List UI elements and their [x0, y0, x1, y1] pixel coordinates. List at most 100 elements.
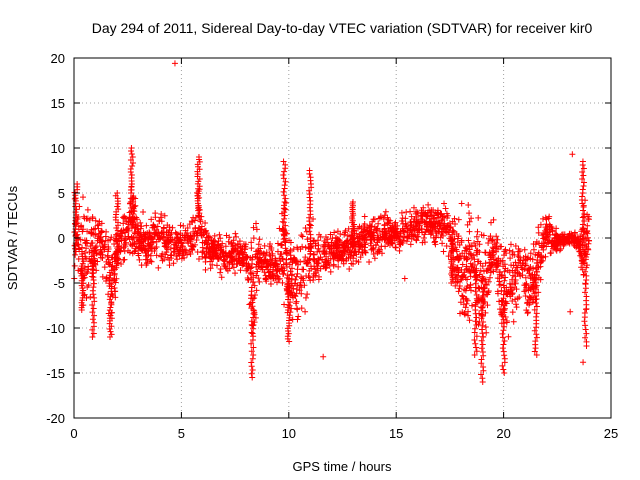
data-point — [311, 256, 318, 263]
data-point — [236, 259, 243, 266]
data-point — [237, 267, 244, 274]
data-point — [104, 253, 111, 260]
data-point — [368, 230, 375, 237]
data-point — [348, 260, 355, 267]
data-point — [486, 274, 493, 281]
data-point — [108, 301, 115, 308]
data-point — [129, 214, 136, 220]
data-point — [176, 248, 183, 255]
data-point — [265, 269, 272, 276]
data-point — [130, 211, 137, 217]
data-point — [180, 222, 187, 229]
data-point — [113, 233, 120, 239]
data-point — [269, 270, 276, 277]
data-point — [355, 234, 362, 241]
data-point — [134, 216, 141, 223]
data-point — [192, 241, 199, 248]
data-point — [501, 248, 508, 255]
data-point — [188, 218, 195, 225]
data-point — [455, 272, 462, 279]
data-point — [306, 167, 313, 174]
data-point — [479, 379, 486, 385]
data-point — [315, 255, 322, 262]
data-point — [128, 172, 135, 178]
data-point — [553, 247, 560, 254]
data-point — [147, 258, 154, 265]
data-point — [108, 309, 115, 316]
data-point — [490, 247, 497, 254]
data-point — [107, 328, 114, 335]
data-point — [458, 237, 465, 244]
data-point — [107, 272, 114, 279]
data-point — [232, 249, 239, 256]
data-point — [465, 312, 472, 319]
data-point — [90, 305, 97, 312]
data-point — [499, 334, 506, 341]
data-point — [380, 215, 387, 222]
data-point — [462, 304, 469, 311]
data-point — [385, 227, 392, 234]
data-point — [332, 242, 339, 249]
data-point — [90, 323, 97, 330]
data-point — [484, 302, 491, 309]
data-point — [464, 221, 471, 228]
data-point — [282, 206, 289, 213]
data-point — [226, 249, 233, 256]
data-point — [413, 214, 420, 221]
data-point — [282, 239, 289, 246]
data-point — [218, 247, 225, 254]
data-point — [140, 245, 147, 252]
data-point — [382, 243, 389, 250]
data-point — [114, 241, 121, 248]
data-point — [137, 219, 144, 226]
data-point — [476, 271, 483, 278]
data-point — [250, 325, 257, 332]
data-point — [151, 230, 158, 237]
data-point — [436, 220, 443, 227]
data-point — [454, 253, 461, 260]
data-point — [115, 206, 122, 213]
data-point — [72, 251, 79, 258]
data-point — [140, 208, 147, 215]
data-point — [583, 244, 590, 250]
data-point — [315, 245, 322, 252]
data-point — [281, 215, 288, 222]
data-point — [73, 220, 80, 227]
data-point — [144, 230, 151, 237]
data-point — [483, 282, 490, 289]
data-point — [122, 229, 129, 236]
data-point — [78, 307, 85, 313]
data-point — [411, 227, 418, 234]
data-point — [579, 242, 586, 249]
data-point — [290, 245, 297, 252]
data-point — [485, 239, 492, 246]
data-point — [471, 256, 478, 263]
data-point — [552, 246, 559, 253]
data-point — [84, 206, 91, 213]
data-point — [285, 280, 292, 287]
data-point — [489, 237, 496, 244]
data-point — [201, 240, 208, 247]
data-point — [514, 295, 521, 302]
data-point — [258, 257, 265, 264]
data-point — [275, 266, 282, 273]
data-point — [257, 245, 264, 252]
data-point — [466, 317, 473, 324]
data-point — [274, 240, 281, 247]
data-point — [441, 200, 448, 207]
data-point — [184, 251, 191, 258]
data-point — [501, 277, 508, 284]
data-point — [501, 284, 508, 291]
data-point — [337, 231, 344, 238]
data-point — [403, 238, 410, 245]
data-point — [507, 293, 514, 300]
x-tick-label: 20 — [496, 426, 510, 441]
data-point — [582, 326, 589, 333]
data-point — [284, 335, 291, 342]
data-point — [446, 225, 453, 232]
data-point — [137, 225, 144, 232]
data-point — [582, 285, 589, 292]
data-point — [312, 266, 319, 273]
data-point — [81, 264, 88, 271]
data-point — [193, 236, 200, 243]
